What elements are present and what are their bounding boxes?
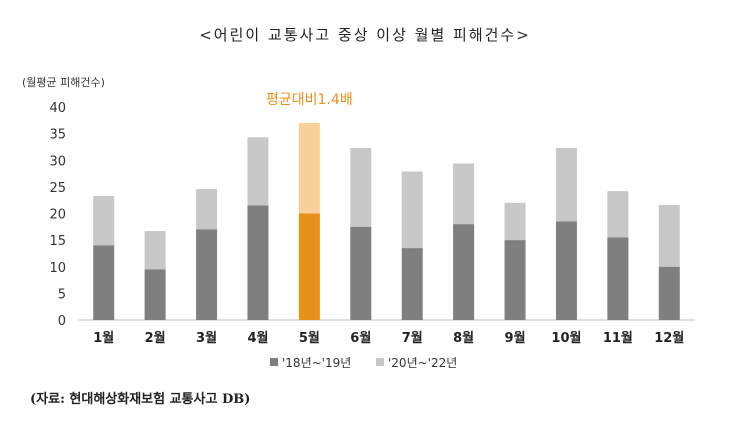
highlight-annotation: 평균대비1.4배 [266,92,353,108]
y-axis-label: (월평균 피해건수) [22,75,105,89]
x-tick-label: 10월 [551,330,581,346]
bar-segment-2018-2019 [144,269,166,320]
y-tick-label: 0 [58,314,66,329]
x-tick-label: 4월 [247,330,268,346]
y-tick-label: 25 [49,181,66,196]
y-tick-label: 30 [49,154,66,169]
bar-segment-2020-2022 [401,171,423,249]
bar-segment-2018-2019 [401,248,423,320]
bar-segment-2018-2019 [247,205,269,320]
x-tick-label: 9월 [505,330,526,346]
x-tick-label: 6월 [350,330,371,346]
bar-segment-2020-2022 [93,195,115,246]
bar-segment-2020-2022 [350,148,372,227]
bar-segment-2020-2022 [453,163,475,225]
bar-segment-2020-2022 [555,148,577,222]
bar-segment-2020-2022 [607,191,629,238]
x-tick-label: 1월 [93,330,114,346]
bar-segment-2020-2022 [658,204,680,267]
bar-segment-2018-2019 [196,229,218,320]
x-tick-label: 12월 [654,330,684,346]
y-tick-label: 15 [49,234,66,249]
bar-segment-2020-2022 [247,137,269,206]
bar-segment-2018-2019 [607,237,629,320]
y-tick-label: 10 [49,261,66,276]
y-tick-label: 5 [58,287,66,302]
chart-title: <어린이 교통사고 중상 이상 월별 피해건수> [199,26,531,44]
bar-segment-2020-2022 [298,122,320,214]
legend-label: '18년~'19년 [282,356,351,370]
source-note: (자료: 현대해상화재보험 교통사고 DB) [30,392,251,407]
x-tick-label: 8월 [453,330,474,346]
bar-segment-2018-2019 [658,266,680,320]
x-tick-label: 11월 [603,330,633,346]
bar-segment-2018-2019 [350,226,372,320]
legend-swatch [376,358,384,366]
legend-label: '20년~'22년 [388,356,457,370]
bar-segment-2020-2022 [504,202,526,241]
y-tick-label: 20 [49,208,66,223]
bar-segment-2020-2022 [144,231,166,270]
bar-segment-2018-2019 [504,240,526,320]
y-tick-label: 40 [49,101,66,116]
bar-segment-2018-2019 [453,224,475,320]
legend-swatch [270,358,278,366]
bar-segment-2018-2019 [298,213,320,320]
y-tick-label: 35 [49,128,66,143]
bar-segment-2018-2019 [93,245,115,320]
x-tick-label: 5월 [299,330,320,346]
x-tick-label: 7월 [402,330,423,346]
x-tick-label: 2월 [145,330,166,346]
x-tick-label: 3월 [196,330,217,346]
bar-segment-2020-2022 [196,189,218,230]
bar-segment-2018-2019 [555,221,577,320]
